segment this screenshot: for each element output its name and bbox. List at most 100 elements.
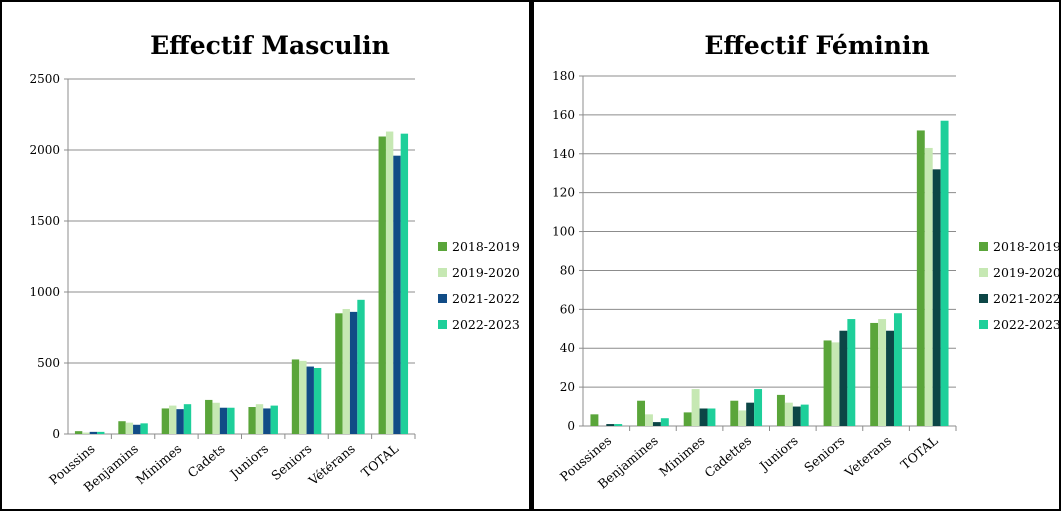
legend-label: 2021-2022 [993, 291, 1061, 306]
bar [800, 404, 809, 426]
bar [335, 313, 343, 434]
y-tick-label: 0 [52, 427, 60, 441]
bar [652, 422, 661, 426]
bar [378, 136, 386, 434]
x-category-label: Cadettes [701, 433, 754, 481]
bar [699, 408, 708, 426]
bar [97, 431, 105, 434]
bar [227, 407, 235, 434]
legend-swatch [979, 294, 988, 303]
legend-swatch [438, 242, 447, 251]
y-tick-label: 40 [560, 341, 575, 355]
bar [74, 431, 83, 434]
y-tick-label: 160 [552, 108, 575, 122]
bar [255, 404, 264, 434]
legend-swatch [979, 320, 988, 329]
y-tick-label: 80 [560, 263, 575, 277]
bar [606, 424, 615, 426]
legend-label: 2021-2022 [452, 291, 520, 306]
bar [291, 359, 300, 434]
bar [205, 399, 213, 434]
bar [916, 130, 925, 426]
legend-label: 2018-2019 [993, 239, 1061, 254]
bar [357, 299, 365, 434]
chart-panel-masculin: Effectif Masculin 0 500 1000 1500 2000 2500 Po… [0, 0, 531, 511]
bar [784, 402, 793, 426]
y-tick-label: 1000 [29, 285, 60, 299]
bar [870, 322, 879, 426]
bar [683, 412, 692, 426]
legend-label: 2018-2019 [452, 239, 520, 254]
bar [306, 366, 314, 434]
bar [847, 319, 856, 426]
x-category-label: Cadets [185, 441, 228, 481]
bar [385, 131, 394, 435]
bar [940, 120, 949, 426]
y-tick-label: 500 [37, 356, 60, 370]
bar [299, 360, 307, 434]
x-category-label: Seniors [801, 433, 847, 475]
y-tick-label: 0 [567, 419, 575, 433]
y-tick-label: 140 [552, 147, 575, 161]
x-category-label: TOTAL [358, 441, 401, 481]
bar [754, 389, 763, 426]
legend-label: 2019-2020 [452, 265, 520, 280]
bar [118, 421, 126, 434]
legend-label: 2022-2023 [993, 317, 1061, 332]
y-tick-label: 2500 [29, 72, 60, 86]
bar [270, 405, 278, 434]
legend-swatch [979, 242, 988, 251]
x-category-label: Minimes [133, 441, 184, 488]
legend-swatch [979, 268, 988, 277]
y-tick-label: 1500 [29, 214, 60, 228]
bar [212, 402, 220, 434]
x-category-label: Vétérans [305, 441, 358, 489]
bar [893, 313, 902, 426]
bar [614, 424, 623, 426]
bar [730, 400, 739, 426]
y-tick-label: 100 [552, 225, 575, 239]
y-tick-label: 60 [560, 302, 575, 316]
bar [707, 408, 716, 426]
x-category-label: TOTAL [898, 433, 941, 473]
legend-label: 2022-2023 [452, 317, 520, 332]
legend-swatch [438, 268, 447, 277]
bar [393, 155, 401, 434]
bar [645, 414, 653, 426]
chart-feminin: Effectif Féminin 0 20 40 60 80 100 120 140 160 18… [552, 31, 1061, 492]
bar [792, 406, 801, 426]
bar [176, 409, 184, 434]
y-tick-label: 20 [560, 380, 575, 394]
bar [839, 330, 848, 426]
legend-label: 2019-2020 [993, 265, 1061, 280]
chart-panel-feminin: Effectif Féminin 0 20 40 60 80 100 120 140 160 18… [531, 0, 1061, 511]
y-tick-label: 120 [552, 186, 575, 200]
bar [660, 418, 669, 426]
bar [140, 423, 148, 434]
bar [248, 407, 256, 434]
bar [637, 400, 646, 426]
bar [878, 319, 887, 426]
y-tick-label: 2000 [29, 143, 60, 157]
chart-title: Effectif Féminin [704, 31, 929, 60]
x-category-label: Veterans [841, 433, 894, 481]
bar [691, 389, 700, 426]
bar [590, 414, 599, 426]
x-category-label: Minimes [656, 433, 707, 480]
bar [823, 340, 832, 426]
bar [161, 408, 170, 434]
bar [932, 169, 941, 427]
bar [82, 432, 90, 434]
legend-swatch [438, 294, 447, 303]
bar [89, 431, 98, 434]
bar [125, 422, 134, 434]
bar [183, 404, 192, 434]
bar [169, 405, 177, 434]
x-category-label: Juniors [755, 433, 801, 475]
bar [738, 410, 747, 426]
bar [263, 408, 271, 434]
bar [886, 330, 894, 426]
bar [133, 424, 141, 434]
y-tick-label: 180 [552, 69, 575, 83]
bar [342, 309, 350, 434]
